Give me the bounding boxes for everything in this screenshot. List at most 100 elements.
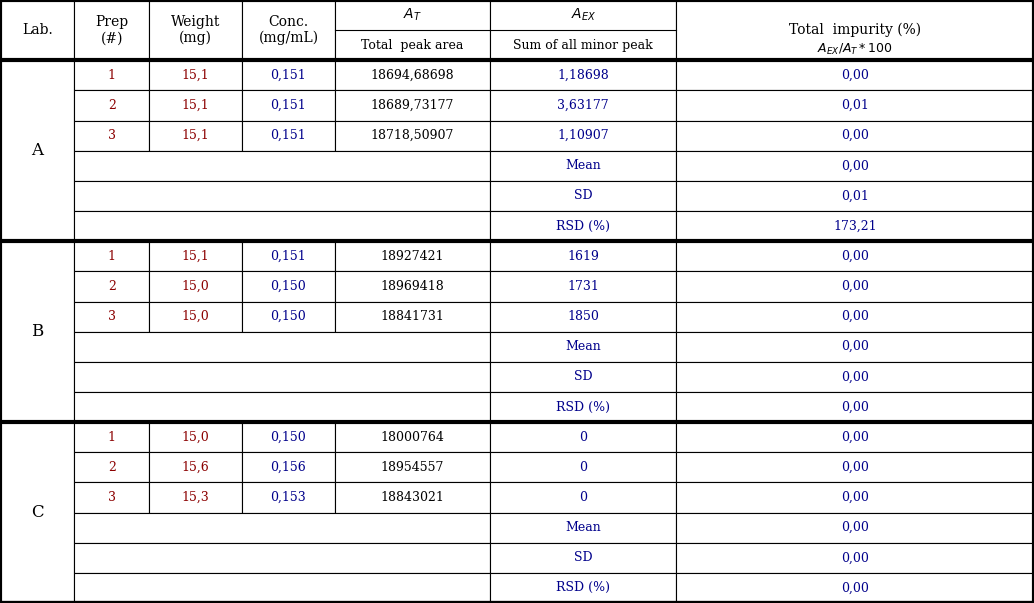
Bar <box>676 422 1034 452</box>
Bar <box>676 121 1034 151</box>
Text: Mean: Mean <box>566 521 601 534</box>
Bar <box>490 513 676 543</box>
Text: Mean: Mean <box>566 159 601 172</box>
Text: 3,63177: 3,63177 <box>557 99 609 112</box>
Bar <box>74 422 149 452</box>
Bar <box>676 482 1034 513</box>
Bar <box>676 241 1034 271</box>
Bar <box>74 513 490 543</box>
Bar <box>490 60 676 90</box>
Bar <box>242 452 335 482</box>
Text: 3: 3 <box>108 310 116 323</box>
Text: $A_{EX}/A_T*100$: $A_{EX}/A_T*100$ <box>817 42 893 57</box>
Bar <box>335 90 490 121</box>
Text: 0,150: 0,150 <box>271 431 306 444</box>
Bar <box>335 0 490 60</box>
Text: 0,00: 0,00 <box>842 491 869 504</box>
Bar <box>676 271 1034 302</box>
Bar <box>74 241 149 271</box>
Text: 18969418: 18969418 <box>381 280 445 293</box>
Text: 15,1: 15,1 <box>182 69 209 82</box>
Text: 3: 3 <box>108 491 116 504</box>
Text: SD: SD <box>574 551 592 564</box>
Text: Prep
(#): Prep (#) <box>95 15 128 45</box>
Text: 0,00: 0,00 <box>842 370 869 384</box>
Text: Lab.: Lab. <box>22 23 53 37</box>
Bar <box>490 241 676 271</box>
Bar <box>490 151 676 181</box>
Text: C: C <box>31 504 43 521</box>
Bar <box>242 241 335 271</box>
Bar <box>676 181 1034 211</box>
Bar <box>242 422 335 452</box>
Text: 18718,50907: 18718,50907 <box>371 129 454 142</box>
Bar <box>676 60 1034 90</box>
Text: RSD (%): RSD (%) <box>556 400 610 414</box>
Bar <box>490 482 676 513</box>
Text: $A_T$: $A_T$ <box>403 7 422 24</box>
Bar <box>149 0 242 60</box>
Text: 1: 1 <box>108 250 116 263</box>
Bar <box>676 543 1034 573</box>
Text: 18927421: 18927421 <box>381 250 445 263</box>
Text: 0,00: 0,00 <box>842 461 869 474</box>
Text: 18843021: 18843021 <box>381 491 445 504</box>
Bar <box>149 452 242 482</box>
Bar <box>490 211 676 241</box>
Text: 18694,68698: 18694,68698 <box>371 69 454 82</box>
Text: RSD (%): RSD (%) <box>556 581 610 595</box>
Text: RSD (%): RSD (%) <box>556 219 610 233</box>
Text: 1731: 1731 <box>568 280 599 293</box>
Bar <box>74 90 149 121</box>
Bar <box>335 241 490 271</box>
Bar <box>74 0 149 60</box>
Text: 2: 2 <box>108 99 116 112</box>
Bar <box>490 181 676 211</box>
Text: Weight
(mg): Weight (mg) <box>171 15 220 45</box>
Text: 18689,73177: 18689,73177 <box>371 99 454 112</box>
Text: $A_{EX}$: $A_{EX}$ <box>571 7 596 24</box>
Text: 0,156: 0,156 <box>271 461 306 474</box>
Text: SD: SD <box>574 189 592 203</box>
Bar <box>74 392 490 422</box>
Text: 173,21: 173,21 <box>833 219 877 233</box>
Bar <box>74 362 490 392</box>
Text: 0: 0 <box>579 461 587 474</box>
Text: 1619: 1619 <box>568 250 599 263</box>
Bar <box>335 482 490 513</box>
Text: 1: 1 <box>108 431 116 444</box>
Bar <box>0 0 74 60</box>
Text: A: A <box>31 142 43 159</box>
Bar <box>335 452 490 482</box>
Bar <box>74 302 149 332</box>
Text: 2: 2 <box>108 280 116 293</box>
Text: 3: 3 <box>108 129 116 142</box>
Bar <box>490 90 676 121</box>
Bar <box>149 90 242 121</box>
Bar <box>676 151 1034 181</box>
Text: 0,00: 0,00 <box>842 340 869 353</box>
Bar <box>74 181 490 211</box>
Text: 0,151: 0,151 <box>271 250 306 263</box>
Text: 18841731: 18841731 <box>381 310 445 323</box>
Text: 15,1: 15,1 <box>182 99 209 112</box>
Bar <box>676 302 1034 332</box>
Bar <box>149 302 242 332</box>
Bar <box>490 573 676 603</box>
Text: 15,3: 15,3 <box>182 491 209 504</box>
Text: 0: 0 <box>579 431 587 444</box>
Text: 0,00: 0,00 <box>842 280 869 293</box>
Bar <box>149 422 242 452</box>
Text: B: B <box>31 323 43 340</box>
Text: 0,00: 0,00 <box>842 310 869 323</box>
Bar <box>335 271 490 302</box>
Text: 15,0: 15,0 <box>182 310 209 323</box>
Bar <box>242 90 335 121</box>
Text: 15,0: 15,0 <box>182 280 209 293</box>
Text: 0,00: 0,00 <box>842 521 869 534</box>
Text: 15,1: 15,1 <box>182 129 209 142</box>
Bar <box>74 452 149 482</box>
Text: 0,00: 0,00 <box>842 129 869 142</box>
Text: 0,150: 0,150 <box>271 310 306 323</box>
Text: 0,00: 0,00 <box>842 69 869 82</box>
